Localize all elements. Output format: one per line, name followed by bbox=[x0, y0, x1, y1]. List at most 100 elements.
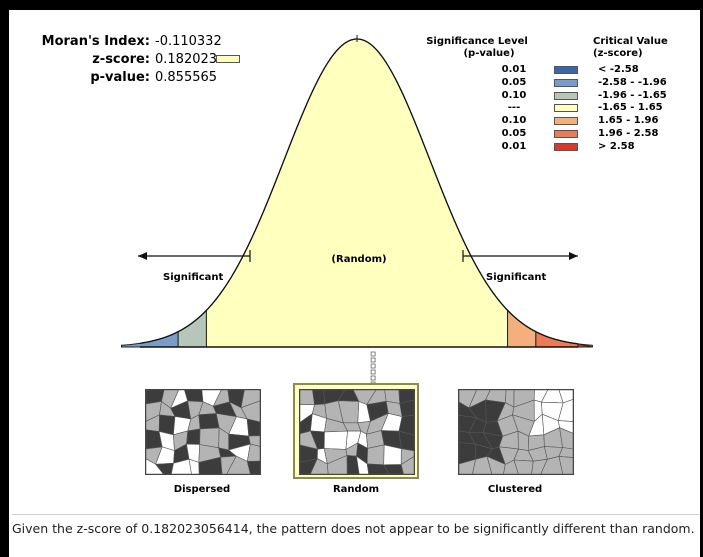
map-polygon bbox=[366, 463, 390, 474]
legend-p-value: --- bbox=[507, 102, 521, 114]
significant-right-label: Significant bbox=[486, 272, 547, 283]
map-polygon bbox=[486, 455, 506, 474]
map-polygon bbox=[170, 458, 192, 474]
map-polygon bbox=[472, 456, 493, 474]
map-polygon bbox=[557, 420, 573, 434]
legend-swatch bbox=[554, 117, 578, 126]
pattern-mosaic bbox=[300, 390, 414, 474]
map-polygon bbox=[540, 456, 564, 474]
legend-swatch bbox=[554, 130, 578, 138]
map-polygon bbox=[220, 455, 237, 474]
legend-p-value: 0.01 bbox=[501, 140, 527, 152]
map-polygon bbox=[300, 458, 318, 474]
dispersed-label: Dispersed bbox=[173, 484, 231, 495]
map-polygon bbox=[184, 390, 204, 403]
right-significant-arrow-head bbox=[569, 252, 578, 260]
map-polygon bbox=[356, 455, 370, 474]
critical-value-header: Critical Value (z-score) bbox=[593, 36, 668, 59]
random-pattern-map bbox=[299, 389, 415, 475]
map-polygon bbox=[186, 428, 201, 445]
random-pattern-label: Random bbox=[332, 484, 379, 495]
divider bbox=[12, 514, 700, 515]
map-polygon bbox=[558, 456, 573, 474]
map-polygon bbox=[155, 462, 174, 474]
map-polygon bbox=[248, 435, 260, 447]
legend-swatch bbox=[554, 104, 578, 113]
map-polygon bbox=[246, 443, 260, 462]
legend-z-range: < -2.58 bbox=[598, 64, 639, 75]
z-score-indicator-dot bbox=[370, 357, 376, 363]
z-score-marker bbox=[216, 55, 240, 63]
map-polygon bbox=[558, 447, 573, 458]
z-score-indicator-dot bbox=[370, 351, 376, 357]
legend-swatch bbox=[554, 78, 578, 87]
map-polygon bbox=[246, 418, 260, 437]
map-polygon bbox=[346, 455, 360, 474]
map-polygon bbox=[188, 458, 200, 474]
dispersed-pattern-map bbox=[145, 389, 261, 475]
z-score-indicator-dot bbox=[370, 363, 376, 369]
map-polygon bbox=[558, 390, 573, 404]
moran-index-value: -0.110332 bbox=[155, 34, 222, 49]
legend-swatch bbox=[554, 142, 578, 151]
legend-swatch bbox=[554, 66, 578, 74]
map-polygon bbox=[459, 458, 476, 474]
curve-outline bbox=[139, 38, 579, 345]
significance-level-header: Significance Level (p-value) bbox=[426, 36, 528, 59]
pattern-mosaic bbox=[459, 390, 573, 474]
curve-region bbox=[577, 343, 593, 348]
legend-z-range: -2.58 - -1.96 bbox=[598, 76, 667, 88]
map-polygon bbox=[383, 464, 404, 474]
z-score-indicator-dot bbox=[370, 375, 376, 381]
map-polygon bbox=[240, 400, 260, 423]
legend-p-value: 0.10 bbox=[501, 115, 527, 127]
legend-z-range: 1.65 - 1.96 bbox=[598, 115, 659, 127]
map-polygon bbox=[399, 399, 414, 417]
map-polygon bbox=[310, 458, 329, 474]
curve-region bbox=[205, 38, 509, 348]
map-polygon bbox=[400, 456, 414, 474]
normal-curve-graphic bbox=[121, 35, 593, 387]
map-polygon bbox=[198, 456, 223, 474]
moran-index-label: Moran's Index: bbox=[41, 34, 150, 49]
map-polygon bbox=[366, 444, 385, 466]
left-significant-arrow-head bbox=[138, 252, 147, 260]
map-polygon bbox=[300, 390, 315, 406]
map-polygon bbox=[226, 455, 251, 474]
legend-p-value: 0.10 bbox=[501, 89, 527, 101]
map-polygon bbox=[198, 413, 220, 430]
map-polygon bbox=[531, 458, 548, 474]
curve-region bbox=[121, 330, 179, 348]
result-caption: Given the z-score of 0.182023056414, the… bbox=[12, 521, 695, 536]
significant-left-label: Significant bbox=[163, 272, 224, 283]
map-polygon bbox=[398, 414, 414, 436]
map-polygon bbox=[240, 390, 260, 409]
random-label: (Random) bbox=[331, 254, 387, 265]
z-score-label: z-score: bbox=[92, 52, 150, 67]
map-polygon bbox=[559, 427, 573, 450]
map-polygon bbox=[246, 460, 260, 474]
legend-p-value: 0.05 bbox=[501, 76, 527, 88]
legend-p-value: 0.05 bbox=[501, 128, 527, 139]
map-polygon bbox=[400, 448, 414, 466]
map-polygon bbox=[146, 458, 164, 474]
legend-z-range: -1.96 - -1.65 bbox=[598, 89, 667, 101]
map-polygon bbox=[513, 459, 534, 474]
pattern-mosaic bbox=[146, 390, 260, 474]
legend-z-range: -1.65 - 1.65 bbox=[598, 102, 663, 114]
p-value-value: 0.855565 bbox=[155, 70, 218, 85]
map-polygon bbox=[503, 459, 519, 474]
legend-z-range: > 2.58 bbox=[598, 140, 635, 152]
z-score-value: 0.182023 bbox=[155, 52, 218, 67]
map-polygon bbox=[312, 390, 326, 406]
map-polygon bbox=[323, 430, 348, 450]
legend-p-value: 0.01 bbox=[501, 64, 527, 75]
map-polygon bbox=[398, 430, 414, 452]
clustered-pattern-map bbox=[458, 389, 574, 475]
legend-z-range: 1.96 - 2.58 bbox=[598, 128, 659, 139]
legend-swatch bbox=[554, 91, 578, 100]
map-polygon bbox=[326, 454, 348, 474]
z-score-indicator-dot bbox=[370, 369, 376, 375]
p-value-label: p-value: bbox=[90, 70, 150, 85]
